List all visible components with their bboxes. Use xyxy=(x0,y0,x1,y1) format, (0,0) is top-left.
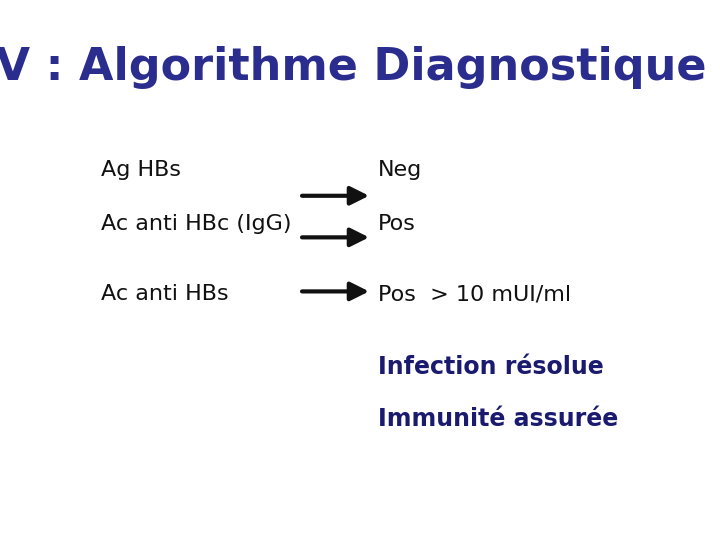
Text: Immunité assurée: Immunité assurée xyxy=(378,407,618,430)
Text: Infection résolue: Infection résolue xyxy=(378,355,604,379)
Text: Ac anti HBc (IgG): Ac anti HBc (IgG) xyxy=(101,214,292,234)
Text: Neg: Neg xyxy=(378,160,422,180)
Text: Ag HBs: Ag HBs xyxy=(101,160,181,180)
Text: Pos  > 10 mUI/ml: Pos > 10 mUI/ml xyxy=(378,284,571,305)
Text: HBV : Algorithme Diagnostique (2): HBV : Algorithme Diagnostique (2) xyxy=(0,46,720,89)
Text: Ac anti HBs: Ac anti HBs xyxy=(101,284,228,305)
Text: Pos: Pos xyxy=(378,214,416,234)
